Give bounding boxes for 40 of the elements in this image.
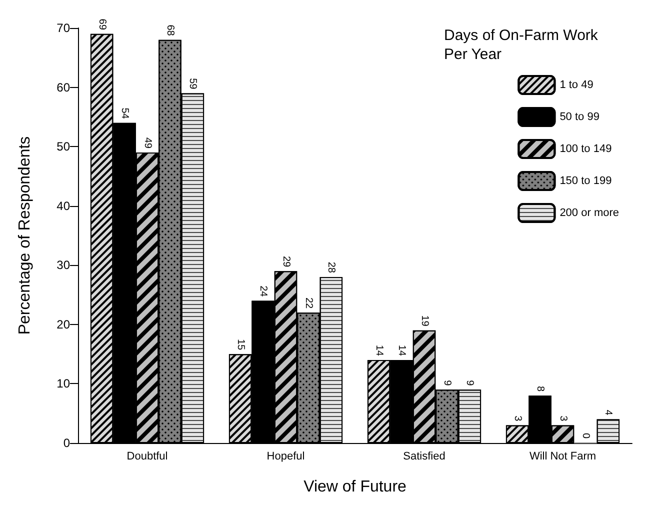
data-label: 69 xyxy=(96,18,108,30)
legend-label: 100 to 149 xyxy=(560,143,612,155)
legend-title: Days of On-Farm Work Per Year xyxy=(444,27,598,63)
y-tick-label: 60 xyxy=(56,80,70,94)
x-axis-title: View of Future xyxy=(304,478,407,496)
data-label: 3 xyxy=(512,416,523,422)
y-tick-label: 70 xyxy=(56,21,70,35)
data-label: 9 xyxy=(464,380,476,386)
legend-label: 200 or more xyxy=(560,207,620,219)
data-label: 28 xyxy=(326,262,337,274)
y-tick-label: 50 xyxy=(56,140,70,154)
data-label: 59 xyxy=(187,78,198,90)
x-tick-label: Hopeful xyxy=(266,450,305,462)
data-label: 14 xyxy=(373,344,384,356)
y-tick-label: 0 xyxy=(63,436,70,450)
data-label: 3 xyxy=(557,416,568,422)
y-tick-label: 20 xyxy=(56,317,70,332)
data-label: 0 xyxy=(580,432,591,439)
data-label: 15 xyxy=(234,338,246,351)
data-label: 8 xyxy=(534,386,546,392)
data-label: 24 xyxy=(258,286,269,298)
x-tick-label: Doubtful xyxy=(126,450,168,462)
y-tick-label: 30 xyxy=(56,258,70,272)
x-tick-label: Will Not Farm xyxy=(529,450,596,462)
data-label: 49 xyxy=(142,137,153,149)
x-tick-label: Satisfied xyxy=(403,450,446,462)
y-tick-label: 40 xyxy=(56,198,70,213)
legend-label: 1 to 49 xyxy=(560,79,594,91)
data-label: 68 xyxy=(164,24,176,36)
legend-label: 50 to 99 xyxy=(560,111,600,123)
legend-label: 150 to 199 xyxy=(560,175,612,187)
data-label: 9 xyxy=(441,380,452,386)
data-label: 29 xyxy=(280,256,292,268)
y-axis-title: Percentage of Respondents xyxy=(16,136,34,335)
data-label: 22 xyxy=(302,297,314,310)
data-label: 54 xyxy=(119,108,130,120)
data-label: 4 xyxy=(602,410,614,416)
data-label: 19 xyxy=(418,315,430,327)
data-label: 14 xyxy=(396,344,408,356)
y-tick-label: 10 xyxy=(56,376,70,391)
